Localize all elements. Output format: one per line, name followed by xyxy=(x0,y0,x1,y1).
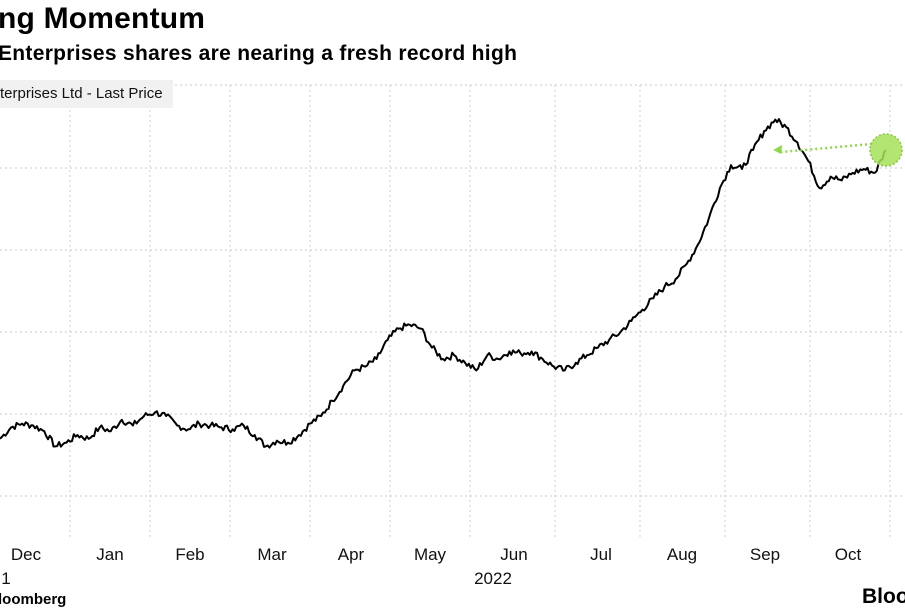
x-tick-label: Jan xyxy=(96,545,123,564)
brand-logo-text: Bloo xyxy=(862,585,905,608)
price-line xyxy=(0,118,887,449)
x-tick-label: Feb xyxy=(175,545,204,564)
x-tick-label: Jun xyxy=(500,545,527,564)
x-tick-label: Oct xyxy=(835,545,862,564)
x-tick-label: Jul xyxy=(590,545,612,564)
x-tick-label: Dec xyxy=(11,545,42,564)
annotations xyxy=(773,133,903,167)
grid-lines xyxy=(0,84,905,540)
x-tick-label: Mar xyxy=(257,545,287,564)
peak-arrow-head xyxy=(773,145,783,154)
x-tick-label: Aug xyxy=(667,545,697,564)
x-tick-label: Apr xyxy=(338,545,365,564)
legend-entry: terprises Ltd - Last Price xyxy=(0,80,173,108)
source-label: loomberg xyxy=(0,591,67,608)
peak-arrow-line xyxy=(780,142,873,154)
series-group xyxy=(0,118,887,449)
chart-subtitle: Enterprises shares are nearing a fresh r… xyxy=(0,42,518,65)
chart-title: ng Momentum xyxy=(0,2,206,35)
last-price-marker xyxy=(869,133,903,167)
x-tick-label: May xyxy=(414,545,447,564)
x-year-label: 2022 xyxy=(474,569,512,588)
x-tick-label: Sep xyxy=(750,545,780,564)
x-axis: Dec Jan Feb Mar Apr May Jun Jul Aug Sep Oct 1 2022 xyxy=(1,545,861,588)
x-year-label: 1 xyxy=(1,569,10,588)
